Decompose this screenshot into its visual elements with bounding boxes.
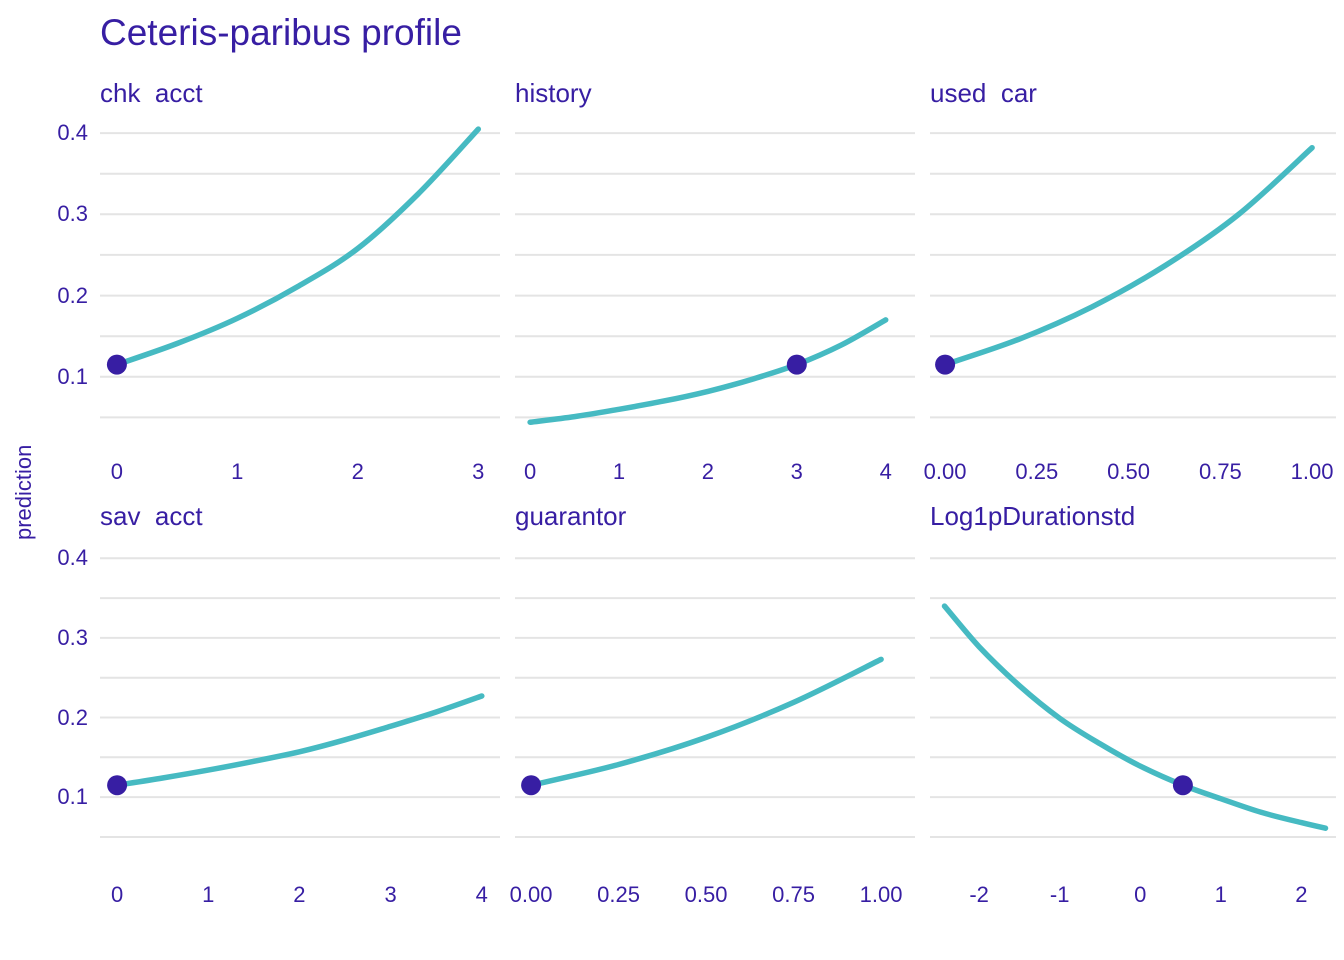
profile-curve (528, 656, 884, 788)
x-tick-label: 1.00 (1290, 459, 1334, 484)
x-tick-label: 0.00 (923, 459, 967, 484)
observation-dot (106, 354, 127, 375)
x-tick-label: 4 (475, 882, 488, 907)
x-tick-label: 0 (110, 459, 124, 484)
y-tick-label: 0.3 (57, 201, 88, 227)
observation-dot (786, 354, 807, 375)
facet-panel (100, 557, 500, 838)
x-tick-label: 0 (110, 882, 124, 907)
y-tick-label: 0.3 (57, 624, 88, 650)
facet-log1pdurationstd: Log1pDurationstd -2 -1 0 1 2 (930, 501, 1336, 910)
x-axis-tick-labels: 0 1 2 3 4 (515, 459, 915, 487)
observation-dot (521, 775, 542, 796)
x-tick-label: 0.50 (1107, 459, 1151, 484)
y-tick-label: 0.1 (57, 784, 88, 810)
observation-dot (935, 354, 956, 375)
profile-curve (941, 603, 1329, 831)
x-tick-label: 0.00 (509, 882, 553, 907)
y-axis-tick-labels: 0.1 0.2 0.3 0.4 0.1 0.2 0.3 0.4 (0, 0, 88, 960)
x-tick-label: 1 (231, 459, 244, 484)
x-tick-label: 0.25 (597, 882, 641, 907)
x-tick-label: 3 (384, 882, 397, 907)
x-tick-label: 3 (790, 459, 803, 484)
observation-dot (107, 775, 128, 796)
x-tick-label: 2 (351, 459, 364, 484)
profile-curve (527, 317, 889, 426)
x-tick-label: 0 (1134, 882, 1147, 907)
facet-panel (930, 557, 1336, 838)
facet-history: history 0 1 2 3 4 (515, 78, 915, 487)
x-tick-label: 0.50 (684, 882, 728, 907)
y-tick-label: 0.1 (57, 363, 88, 389)
x-axis-tick-labels: 0 1 2 3 (100, 459, 500, 487)
facet-guarantor: guarantor 0.00 0.25 0.50 0.75 1.00 (510, 501, 915, 910)
x-tick-label: 1 (1214, 882, 1227, 907)
y-tick-label: 0.4 (57, 545, 88, 571)
x-tick-label: 0 (523, 459, 537, 484)
x-tick-label: 0.75 (1198, 459, 1242, 484)
facet-title: sav acct (100, 501, 203, 531)
x-tick-label: 2 (293, 882, 306, 907)
x-axis-tick-labels: 0.00 0.25 0.50 0.75 1.00 (510, 882, 915, 910)
facet-title: used car (930, 78, 1037, 108)
profile-curve (114, 693, 485, 788)
y-tick-label: 0.2 (57, 704, 88, 730)
facet-sav-acct: sav acct 0 1 2 3 4 (100, 501, 500, 910)
profile-curve (114, 126, 482, 368)
x-axis-tick-labels: -2 -1 0 1 2 (930, 882, 1336, 910)
y-tick-label: 0.4 (57, 120, 88, 146)
facet-panel (515, 132, 915, 426)
x-axis-tick-labels: 0 1 2 3 4 (100, 882, 500, 910)
y-tick-label: 0.2 (57, 282, 88, 308)
x-axis-tick-labels: 0.00 0.25 0.50 0.75 1.00 (924, 459, 1336, 487)
facet-title: chk acct (100, 78, 203, 108)
x-tick-label: 1 (612, 459, 626, 484)
x-tick-label: 1 (202, 882, 215, 907)
x-tick-label: -2 (969, 882, 989, 907)
facet-title: guarantor (515, 501, 627, 531)
facet-panel (100, 126, 500, 419)
x-tick-label: 2 (701, 459, 715, 484)
x-tick-label: 0.75 (772, 882, 816, 907)
x-tick-label: 1.00 (859, 882, 903, 907)
facet-chk-acct: chk acct 0 1 2 3 (100, 78, 500, 487)
facet-panel (515, 557, 915, 838)
observation-dot (1172, 775, 1193, 796)
facet-title: history (515, 78, 592, 108)
x-tick-label: 3 (472, 459, 485, 484)
x-tick-label: 0.25 (1015, 459, 1059, 484)
x-tick-label: -1 (1049, 882, 1070, 907)
x-tick-label: 4 (879, 459, 892, 484)
x-tick-label: 2 (1295, 882, 1308, 907)
facet-used-car: used car 0.00 0.25 0.50 0.75 1.00 (924, 78, 1336, 487)
chart-title: Ceteris-paribus profile (100, 12, 462, 53)
profile-curve (942, 144, 1315, 368)
facet-panel (930, 132, 1336, 419)
facet-title: Log1pDurationstd (930, 501, 1136, 531)
